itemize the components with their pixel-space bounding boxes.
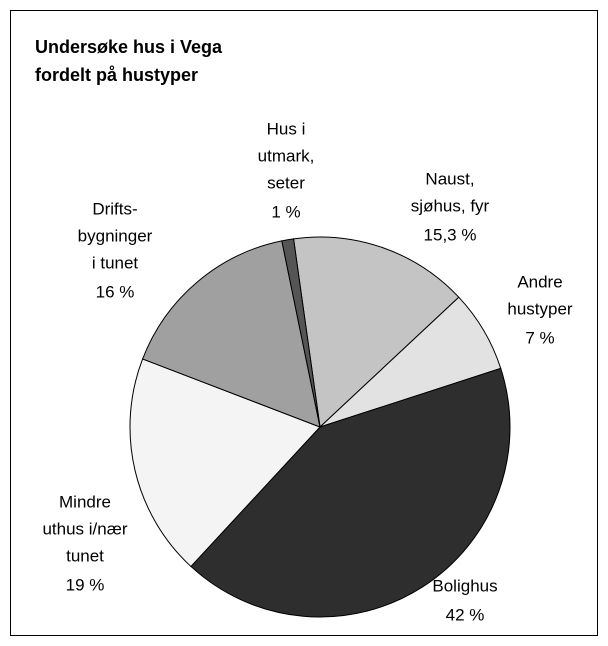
- slice-label: i tunet: [92, 253, 139, 272]
- value-label: 1 %: [271, 202, 300, 221]
- pie-slice: [292, 236, 460, 429]
- value-label: 42 %: [446, 605, 485, 624]
- slice-label: hustyper: [507, 299, 573, 318]
- slice-label: Hus i: [267, 119, 306, 138]
- slice-label: seter: [267, 173, 305, 192]
- slice-label: Drifts-: [92, 199, 137, 218]
- pie-slice: [190, 367, 511, 618]
- pie-slice: [141, 240, 321, 428]
- value-label: 16 %: [96, 282, 135, 301]
- slice-label: bygninger: [78, 226, 153, 245]
- slice-label: Andre: [517, 272, 562, 291]
- chart-title: Undersøke hus i Vega: [35, 37, 223, 57]
- slice-label: utmark,: [258, 146, 315, 165]
- slice-label: uthus i/nær: [42, 519, 127, 538]
- chart-title: fordelt på hustyper: [35, 65, 198, 85]
- slice-label: Naust,: [425, 169, 474, 188]
- slice-label: Bolighus: [432, 576, 497, 595]
- value-label: 19 %: [66, 575, 105, 594]
- slice-label: sjøhus, fyr: [411, 196, 490, 215]
- value-label: 15,3 %: [424, 225, 477, 244]
- value-label: 7 %: [525, 328, 554, 347]
- pie-slice: [281, 238, 321, 428]
- slice-label: tunet: [66, 546, 104, 565]
- slice-label: Mindre: [59, 492, 111, 511]
- pie-slice: [129, 358, 321, 568]
